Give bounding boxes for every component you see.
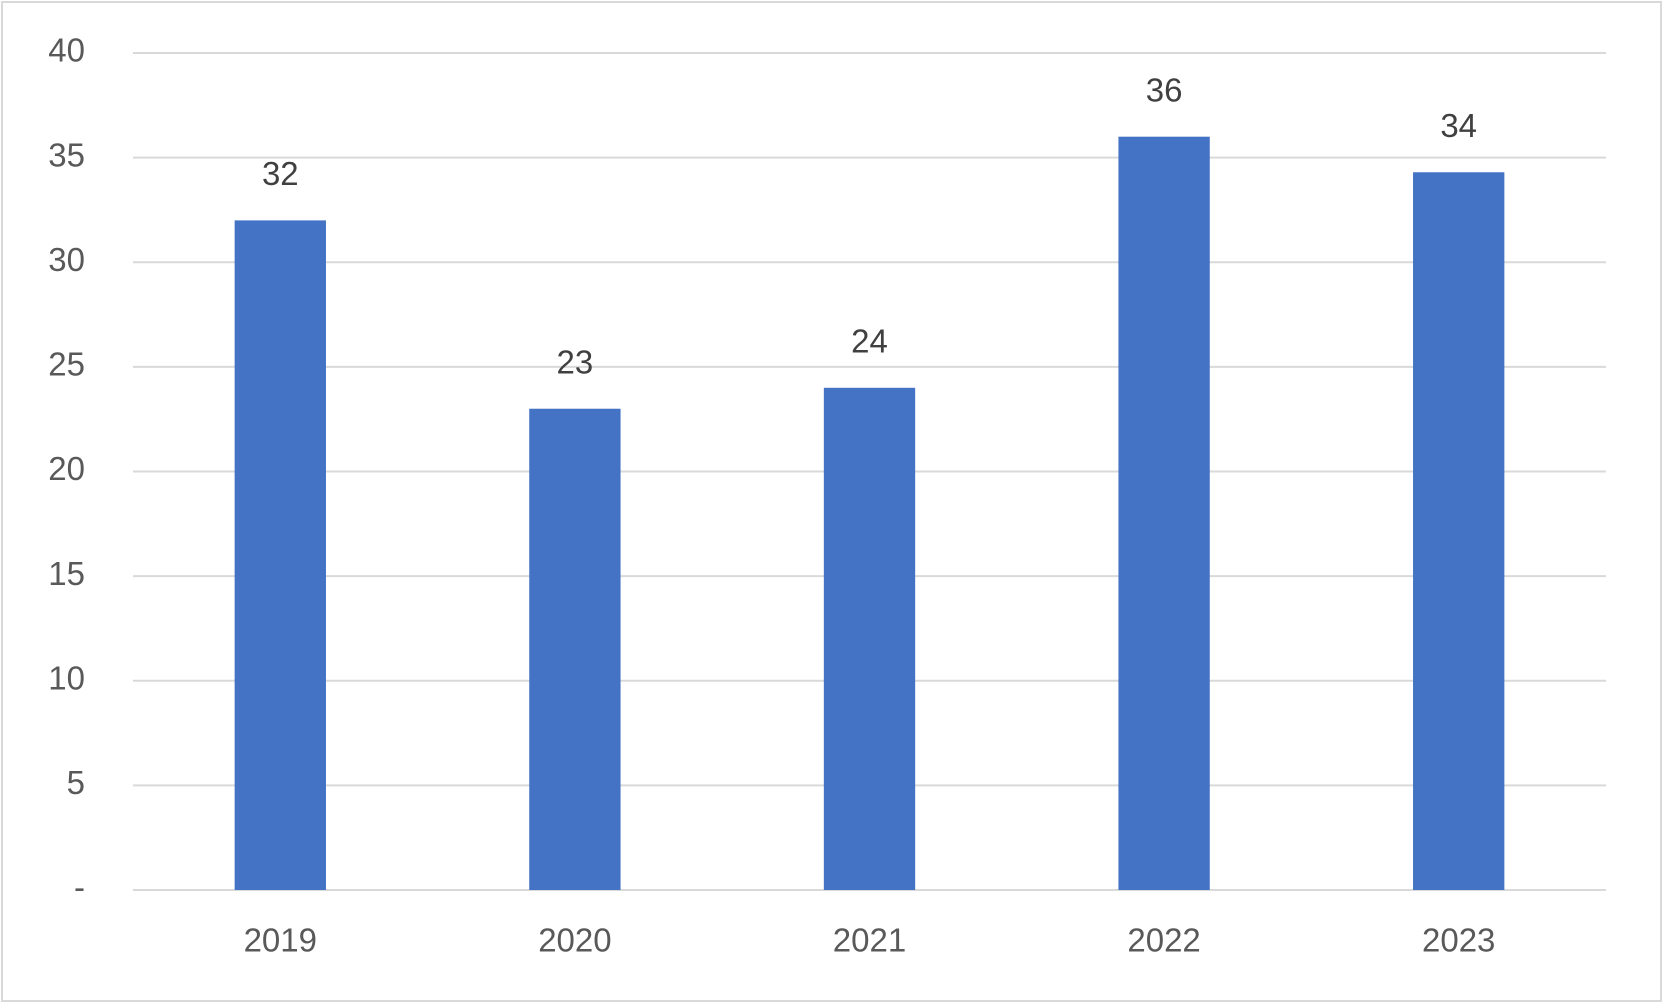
data-label: 23 (557, 343, 594, 380)
y-tick-label: 5 (67, 764, 85, 801)
y-tick-label: 25 (48, 346, 85, 383)
bar (1118, 136, 1210, 890)
x-tick-label: 2023 (1422, 922, 1495, 959)
y-tick-label: 35 (48, 136, 85, 173)
bar (529, 408, 621, 890)
x-tick-label: 2020 (538, 922, 611, 959)
bar (234, 220, 326, 890)
data-label: 34 (1440, 107, 1477, 144)
y-tick-label: 20 (48, 450, 85, 487)
y-tick-label: 10 (48, 659, 85, 696)
data-label: 24 (851, 323, 888, 360)
y-tick-label: 30 (48, 241, 85, 278)
x-tick-label: 2019 (244, 922, 317, 959)
data-label: 36 (1146, 71, 1183, 108)
x-tick-label: 2021 (833, 922, 906, 959)
data-label: 32 (262, 155, 299, 192)
y-tick-label: - (74, 869, 85, 906)
bar (1413, 172, 1505, 890)
y-tick-label: 15 (48, 555, 85, 592)
bar (823, 387, 916, 890)
x-tick-label: 2022 (1127, 922, 1200, 959)
y-tick-label: 40 (48, 32, 85, 69)
